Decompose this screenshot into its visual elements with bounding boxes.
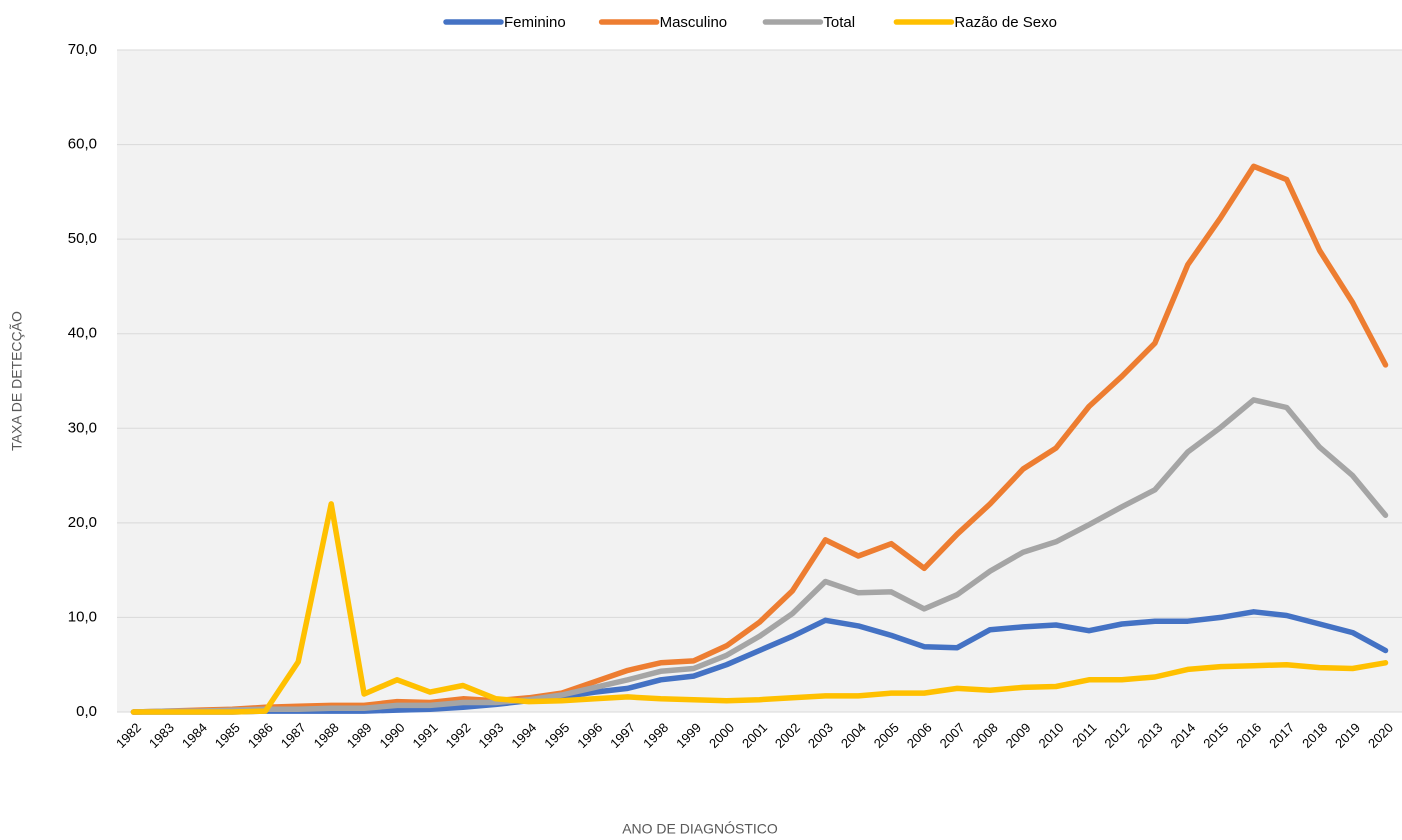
x-tick-label: 2008 <box>970 720 1001 751</box>
y-tick-label: 40,0 <box>68 325 97 342</box>
x-tick-label: 2006 <box>904 720 935 751</box>
x-tick-label: 2010 <box>1036 720 1067 751</box>
legend-label: Masculino <box>660 14 728 31</box>
x-tick-label: 2014 <box>1167 720 1198 751</box>
x-tick-label: 2011 <box>1069 720 1099 750</box>
x-tick-label: 2002 <box>772 720 803 751</box>
legend-label: Razão de Sexo <box>954 14 1057 31</box>
x-tick-label: 2019 <box>1332 720 1363 751</box>
series-line <box>130 163 1389 715</box>
y-tick-label: 20,0 <box>68 514 97 531</box>
y-tick-label: 0,0 <box>76 703 97 720</box>
x-tick-label: 2015 <box>1200 720 1231 751</box>
x-tick-label: 1986 <box>245 720 276 751</box>
x-tick-label: 2012 <box>1101 720 1132 751</box>
x-tick-label: 1996 <box>574 720 605 751</box>
y-tick-label: 50,0 <box>68 230 97 247</box>
x-tick-label: 1983 <box>146 720 177 751</box>
series-line <box>130 609 1389 715</box>
x-tick-label: 1989 <box>344 720 375 751</box>
x-tick-label: 1999 <box>673 720 704 751</box>
y-tick-label: 30,0 <box>68 419 97 436</box>
x-tick-label: 1984 <box>179 720 210 751</box>
x-tick-label: 1995 <box>541 720 572 751</box>
x-tick-label: 2000 <box>706 720 737 751</box>
x-axis-title: ANO DE DIAGNÓSTICO <box>622 821 778 837</box>
series-line <box>130 501 1389 715</box>
x-tick-label: 1991 <box>410 720 441 751</box>
x-tick-label: 2009 <box>1003 720 1034 751</box>
x-tick-label: 2013 <box>1134 720 1165 751</box>
x-tick-label: 2003 <box>805 720 836 751</box>
series-line <box>130 397 1389 715</box>
x-tick-label: 1998 <box>640 720 671 751</box>
x-tick-label: 1982 <box>113 720 144 751</box>
x-tick-label: 2007 <box>937 720 968 751</box>
x-tick-label: 2017 <box>1266 720 1297 751</box>
x-tick-label: 1987 <box>278 720 309 751</box>
legend-label: Total <box>823 14 855 31</box>
x-tick-label: 1988 <box>311 720 342 751</box>
x-tick-label: 1997 <box>607 720 638 751</box>
y-tick-label: 60,0 <box>68 136 97 153</box>
y-axis-title: TAXA DE DETECÇÃO <box>9 311 25 451</box>
plot-area <box>117 50 1402 712</box>
legend-label: Feminino <box>504 14 566 31</box>
x-tick-label: 1985 <box>212 720 243 751</box>
x-tick-label: 1993 <box>475 720 506 751</box>
x-tick-label: 1994 <box>508 720 539 751</box>
x-tick-label: 2004 <box>838 720 869 751</box>
x-tick-label: 2001 <box>739 720 770 751</box>
x-tick-label: 1990 <box>377 720 408 751</box>
x-tick-label: 2016 <box>1233 720 1264 751</box>
x-tick-label: 1992 <box>442 720 473 751</box>
x-tick-label: 2020 <box>1365 720 1396 751</box>
x-tick-label: 2018 <box>1299 720 1330 751</box>
x-tick-label: 2005 <box>871 720 902 751</box>
y-tick-label: 10,0 <box>68 608 97 625</box>
y-tick-label: 70,0 <box>68 41 97 58</box>
